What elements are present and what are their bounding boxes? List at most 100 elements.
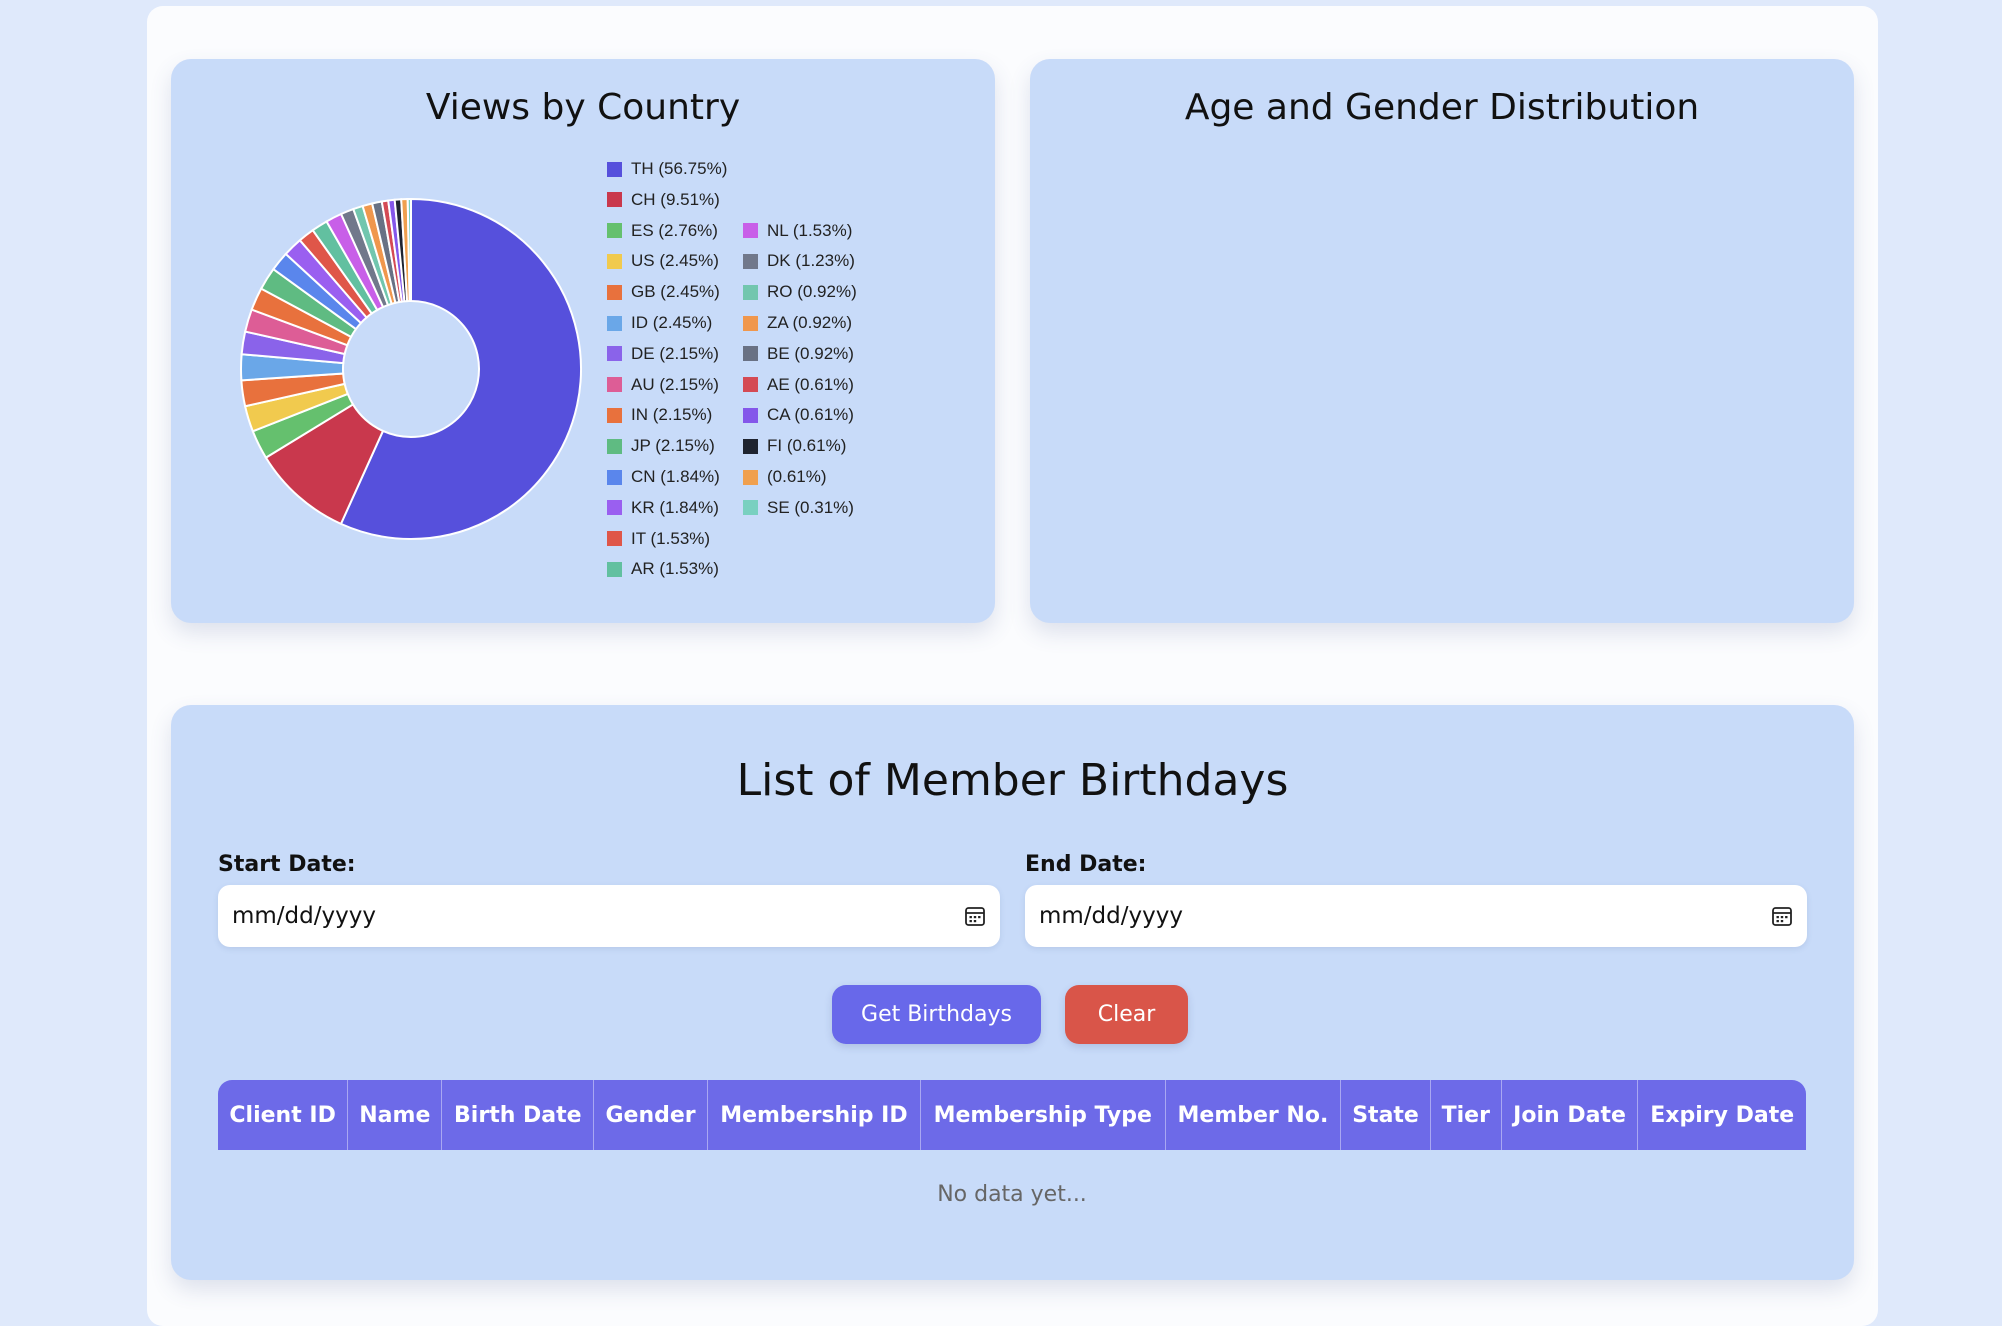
legend-item[interactable]: KR (1.84%) (607, 498, 719, 518)
legend-label: AE (0.61%) (767, 374, 854, 394)
legend-swatch (743, 223, 758, 239)
age-gender-card: Age and Gender Distribution (1030, 59, 1854, 623)
legend-item[interactable]: DK (1.23%) (743, 251, 855, 271)
legend-item[interactable]: DE (2.15%) (607, 344, 719, 364)
column-header: Membership ID (707, 1080, 921, 1150)
legend-swatch (607, 223, 622, 239)
legend-label: IN (2.15%) (631, 405, 713, 425)
legend-swatch (607, 315, 622, 331)
legend-label: IT (1.53%) (631, 528, 711, 548)
legend-item[interactable]: CA (0.61%) (743, 405, 854, 425)
legend-label: US (2.45%) (631, 251, 719, 271)
legend-swatch (607, 469, 622, 485)
legend-swatch (607, 284, 622, 300)
column-header: Birth Date (441, 1080, 595, 1150)
get-birthdays-button[interactable]: Get Birthdays (832, 985, 1041, 1044)
legend-swatch (743, 500, 758, 516)
legend-label: (0.61%) (767, 467, 827, 486)
column-header: Join Date (1501, 1080, 1639, 1150)
column-header: State (1340, 1080, 1431, 1150)
legend-item[interactable]: BE (0.92%) (743, 344, 854, 364)
table-row: No data yet... (218, 1150, 1806, 1238)
calendar-icon[interactable] (964, 905, 986, 927)
legend-label: BE (0.92%) (767, 343, 854, 363)
legend-label: KR (1.84%) (631, 497, 719, 517)
end-date-value: mm/dd/yyyy (1039, 903, 1183, 929)
legend-swatch (607, 531, 622, 547)
legend-item[interactable]: ID (2.45%) (607, 313, 712, 333)
legend-label: SE (0.31%) (767, 497, 854, 517)
pie-slice[interactable] (406, 197, 412, 303)
member-birthdays-card: List of Member Birthdays Start Date: mm/… (171, 705, 1854, 1280)
clear-button[interactable]: Clear (1065, 985, 1188, 1044)
legend-item[interactable]: AR (1.53%) (607, 559, 719, 579)
legend-item[interactable]: NL (1.53%) (743, 221, 852, 241)
calendar-icon[interactable] (1771, 905, 1793, 927)
end-date-input[interactable]: mm/dd/yyyy (1025, 885, 1807, 947)
legend-swatch (607, 346, 622, 362)
legend-item[interactable]: US (2.45%) (607, 251, 719, 271)
legend-item[interactable]: IN (2.15%) (607, 405, 712, 425)
legend-swatch (743, 346, 758, 362)
legend-label: CN (1.84%) (631, 467, 720, 486)
legend-item[interactable]: SE (0.31%) (743, 498, 854, 518)
legend-item[interactable]: AE (0.61%) (743, 375, 854, 395)
start-date-value: mm/dd/yyyy (232, 903, 376, 929)
views-by-country-card: Views by Country TH (56.75%) CH (9.51%) ES… (171, 59, 995, 623)
legend-swatch (607, 253, 622, 269)
table-header-row: Client ID Name Birth Date Gender Membership … (218, 1080, 1806, 1150)
legend-item[interactable]: JP (2.15%) (607, 436, 715, 456)
legend-swatch (743, 438, 758, 454)
legend-label: DK (1.23%) (767, 251, 855, 271)
legend-label: TH (56.75%) (631, 159, 728, 178)
legend-label: GB (2.45%) (631, 282, 720, 302)
legend-item[interactable]: ES (2.76%) (607, 221, 718, 241)
legend-label: CA (0.61%) (767, 405, 854, 425)
legend-swatch (743, 315, 758, 331)
legend-label: ES (2.76%) (631, 220, 718, 240)
legend-item[interactable]: RO (0.92%) (743, 282, 857, 302)
legend-swatch (607, 407, 622, 423)
legend-label: ID (2.45%) (631, 313, 713, 332)
legend-swatch (607, 561, 622, 577)
legend-item[interactable]: FI (0.61%) (743, 436, 846, 456)
legend-label: DE (2.15%) (631, 343, 719, 363)
age-gender-title: Age and Gender Distribution (1184, 87, 1700, 128)
country-donut-chart (240, 197, 582, 540)
legend-label: RO (0.92%) (767, 282, 857, 302)
pie-slice[interactable] (339, 197, 582, 540)
legend-label: JP (2.15%) (631, 436, 715, 456)
legend-label: AR (1.53%) (631, 559, 719, 579)
birthdays-title: List of Member Birthdays (736, 755, 1289, 806)
column-header: Name (347, 1080, 443, 1150)
column-header: Tier (1430, 1080, 1502, 1150)
legend-item[interactable]: CH (9.51%) (607, 190, 720, 210)
column-header: Member No. (1165, 1080, 1342, 1150)
legend-swatch (743, 469, 758, 485)
legend-item[interactable]: CN (1.84%) (607, 467, 720, 487)
legend-label: AU (2.15%) (631, 374, 719, 394)
legend-item[interactable]: GB (2.45%) (607, 282, 720, 302)
legend-swatch (743, 284, 758, 300)
legend-swatch (607, 377, 622, 393)
legend-label: ZA (0.92%) (767, 313, 853, 332)
legend-swatch (607, 192, 622, 208)
birthdays-table: Client ID Name Birth Date Gender Membership … (218, 1080, 1806, 1238)
legend-item[interactable]: TH (56.75%) (607, 159, 727, 179)
legend-swatch (607, 500, 622, 516)
legend-swatch (607, 438, 622, 454)
legend-item[interactable]: IT (1.53%) (607, 529, 710, 549)
legend-swatch (743, 377, 758, 393)
legend-item[interactable]: ZA (0.92%) (743, 313, 852, 333)
dashboard-page: Views by Country TH (56.75%) CH (9.51%) ES… (147, 6, 1878, 1326)
legend-swatch (743, 407, 758, 423)
legend-label: NL (1.53%) (767, 220, 853, 240)
legend-label: CH (9.51%) (631, 189, 720, 209)
legend-item[interactable]: AU (2.15%) (607, 375, 719, 395)
start-date-label: Start Date: (218, 852, 356, 877)
legend-label: FI (0.61%) (767, 436, 847, 456)
column-header: Membership Type (920, 1080, 1166, 1150)
legend-item[interactable]: (0.61%) (743, 467, 827, 487)
start-date-input[interactable]: mm/dd/yyyy (218, 885, 1000, 947)
column-header: Expiry Date (1650, 1102, 1795, 1128)
